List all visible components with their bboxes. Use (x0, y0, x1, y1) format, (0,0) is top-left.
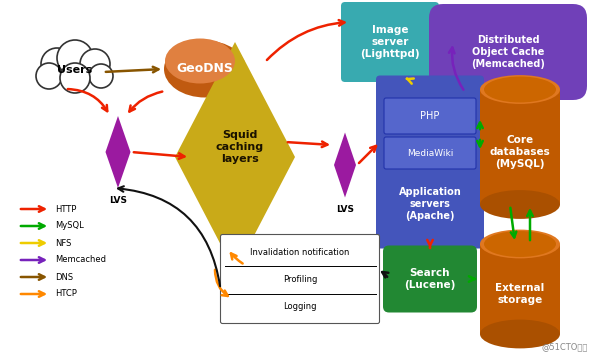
Circle shape (80, 49, 110, 79)
Polygon shape (175, 42, 295, 272)
Text: LVS: LVS (336, 205, 354, 214)
Text: Image
server
(Lighttpd): Image server (Lighttpd) (360, 25, 420, 59)
FancyArrowPatch shape (359, 146, 376, 163)
FancyBboxPatch shape (429, 4, 587, 100)
Text: HTTP: HTTP (55, 205, 76, 213)
Text: Memcached: Memcached (55, 256, 106, 265)
Ellipse shape (165, 39, 235, 84)
FancyArrowPatch shape (407, 79, 414, 84)
FancyArrowPatch shape (231, 253, 243, 263)
Text: Invalidation notification: Invalidation notification (250, 248, 350, 257)
FancyBboxPatch shape (221, 235, 380, 323)
Ellipse shape (480, 320, 560, 348)
Circle shape (41, 48, 73, 80)
Text: Squid
caching
layers: Squid caching layers (216, 130, 264, 165)
FancyArrowPatch shape (134, 152, 184, 159)
Ellipse shape (480, 230, 560, 258)
Circle shape (57, 40, 93, 76)
Text: Search
(Lucene): Search (Lucene) (404, 268, 455, 290)
Text: Core
databases
(MySQL): Core databases (MySQL) (490, 135, 550, 170)
Text: Application
servers
(Apache): Application servers (Apache) (398, 187, 461, 221)
FancyArrowPatch shape (449, 47, 464, 90)
FancyArrowPatch shape (427, 240, 433, 248)
FancyArrowPatch shape (129, 92, 162, 112)
FancyBboxPatch shape (341, 2, 439, 82)
Polygon shape (106, 116, 130, 188)
FancyArrowPatch shape (527, 211, 533, 240)
Text: MediaWiki: MediaWiki (407, 149, 453, 157)
FancyArrowPatch shape (106, 67, 158, 72)
Text: @51CTO博客: @51CTO博客 (541, 342, 588, 351)
FancyArrowPatch shape (511, 208, 517, 237)
Text: HTCP: HTCP (55, 290, 77, 298)
Text: Distributed
Object Cache
(Memcached): Distributed Object Cache (Memcached) (471, 35, 545, 69)
Ellipse shape (164, 40, 246, 97)
FancyArrowPatch shape (267, 20, 345, 60)
FancyArrowPatch shape (477, 140, 483, 146)
Text: MySQL: MySQL (55, 221, 84, 231)
Text: DNS: DNS (55, 272, 73, 282)
FancyBboxPatch shape (376, 75, 484, 248)
FancyArrowPatch shape (469, 276, 475, 282)
Circle shape (36, 63, 62, 89)
Circle shape (89, 64, 113, 88)
Ellipse shape (480, 75, 560, 104)
Polygon shape (334, 132, 356, 197)
Ellipse shape (484, 231, 556, 257)
FancyArrowPatch shape (215, 270, 228, 296)
Text: NFS: NFS (55, 238, 71, 247)
Text: GeoDNS: GeoDNS (177, 62, 234, 75)
FancyArrowPatch shape (118, 186, 220, 286)
Bar (480, 244, 560, 334)
Bar (480, 90, 560, 205)
Text: PHP: PHP (420, 111, 439, 121)
FancyArrowPatch shape (382, 272, 388, 277)
FancyArrowPatch shape (477, 122, 483, 129)
Text: Users: Users (58, 65, 93, 75)
FancyBboxPatch shape (384, 137, 476, 169)
FancyBboxPatch shape (384, 98, 476, 134)
Text: LVS: LVS (109, 196, 127, 205)
Ellipse shape (484, 76, 556, 102)
FancyArrowPatch shape (288, 141, 327, 147)
FancyBboxPatch shape (383, 246, 477, 312)
Ellipse shape (480, 190, 560, 219)
Text: External
storage: External storage (495, 283, 544, 305)
FancyArrowPatch shape (68, 89, 107, 111)
Text: Logging: Logging (283, 302, 317, 311)
Circle shape (60, 63, 90, 93)
Text: Profiling: Profiling (283, 275, 317, 284)
